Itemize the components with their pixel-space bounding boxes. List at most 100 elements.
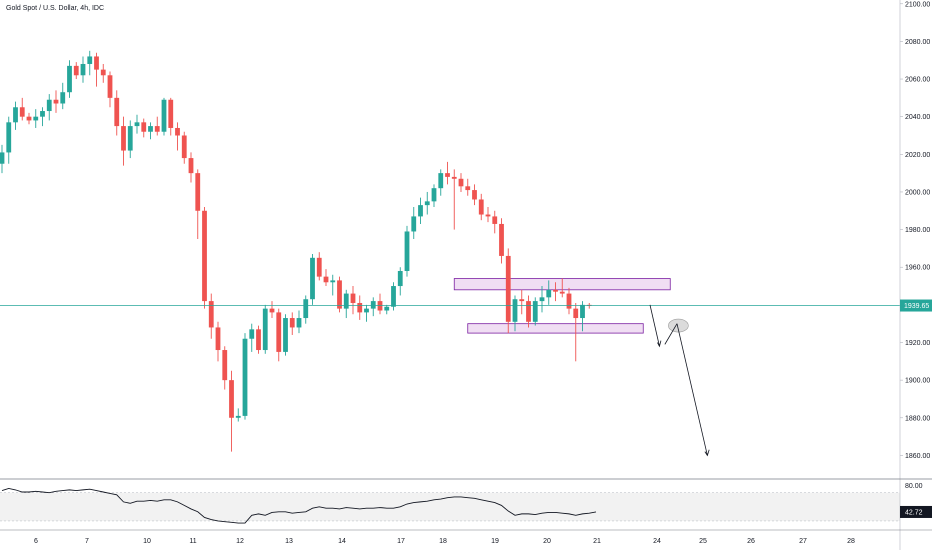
time-tick-label[interactable]: 6 [34,538,38,545]
candle-body[interactable] [505,255,511,322]
candle-body[interactable] [323,276,329,283]
candle-body[interactable] [195,173,201,211]
time-tick-label[interactable]: 27 [799,538,807,545]
candle-body[interactable] [370,301,376,309]
candle-body[interactable] [364,308,369,313]
candle-body[interactable] [26,116,32,121]
candle-body[interactable] [19,107,25,117]
candle-body[interactable] [107,75,113,98]
candle-body[interactable] [242,338,248,416]
candle-body[interactable] [519,299,525,302]
candle-body[interactable] [148,126,153,132]
time-tick-label[interactable]: 10 [143,538,151,545]
candle-body[interactable] [222,350,228,381]
time-tick-label[interactable]: 12 [236,538,244,545]
candle-body[interactable] [438,173,444,189]
candle-body[interactable] [276,312,282,352]
candle-body[interactable] [67,65,72,93]
time-tick-label[interactable]: 19 [491,538,499,545]
candle-body[interactable] [546,289,552,298]
candle-body[interactable] [424,201,430,206]
candle-body[interactable] [229,380,234,418]
time-tick-label[interactable]: 7 [85,538,89,545]
candle-body[interactable] [161,99,167,132]
candle-body[interactable] [478,199,484,215]
candle-body[interactable] [397,270,403,287]
candle-body[interactable] [350,293,356,303]
candle-body[interactable] [485,214,491,217]
candle-body[interactable] [573,308,579,319]
candle-body[interactable] [296,318,302,328]
candle-body[interactable] [553,289,558,292]
candle-body[interactable] [181,135,187,159]
candle-body[interactable] [175,127,180,136]
candle-body[interactable] [316,257,322,277]
candle-body[interactable] [73,65,79,76]
candle-body[interactable] [33,116,39,121]
candle-body[interactable] [289,318,295,328]
candle-body[interactable] [235,415,241,418]
candle-body[interactable] [13,107,18,123]
candle-body[interactable] [0,152,5,164]
time-tick-label[interactable]: 28 [847,538,855,545]
candle-body[interactable] [566,293,572,309]
candle-body[interactable] [269,308,275,313]
candle-body[interactable] [445,173,450,177]
candle-body[interactable] [539,297,545,302]
candle-body[interactable] [404,231,410,271]
time-tick-label[interactable]: 25 [699,538,707,545]
candle-body[interactable] [100,69,106,76]
time-tick-label[interactable]: 21 [593,538,601,545]
candle-body[interactable] [310,257,315,300]
rsi-pane[interactable] [0,488,900,524]
candle-body[interactable] [141,122,147,132]
candle-body[interactable] [215,327,221,351]
candle-body[interactable] [94,56,99,70]
candle-body[interactable] [60,92,66,104]
candle-body[interactable] [357,302,363,313]
candle-body[interactable] [337,280,342,309]
candle-body[interactable] [492,216,498,224]
candle-body[interactable] [80,63,86,76]
candle-body[interactable] [526,301,531,322]
candle-body[interactable] [384,306,390,311]
candle-body[interactable] [499,223,504,256]
candle-body[interactable] [512,299,518,322]
candle-body[interactable] [559,291,565,294]
candle-body[interactable] [46,99,52,112]
time-tick-label[interactable]: 20 [543,538,551,545]
candle-body[interactable] [411,216,417,232]
candle-body[interactable] [343,293,349,309]
candle-body[interactable] [580,304,585,319]
candle-body[interactable] [6,122,12,153]
candle-body[interactable] [451,176,457,179]
candle-body[interactable] [465,186,471,191]
candle-body[interactable] [53,99,59,104]
candle-body[interactable] [532,301,538,322]
candle-body[interactable] [391,286,396,307]
time-tick-label[interactable]: 11 [189,538,196,545]
candle-body[interactable] [208,301,214,328]
time-tick-label[interactable]: 14 [338,538,346,545]
candle-body[interactable] [330,280,336,283]
time-tick-label[interactable]: 26 [747,538,755,545]
candle-body[interactable] [202,210,207,302]
candle-body[interactable] [249,329,255,339]
candle-body[interactable] [262,308,268,351]
candle-body[interactable] [87,56,93,64]
candle-body[interactable] [472,190,477,200]
time-tick-label[interactable]: 13 [285,538,293,545]
candle-body[interactable] [114,97,120,127]
time-tick-label[interactable]: 24 [653,538,661,545]
candle-body[interactable] [283,318,288,352]
candle-body[interactable] [418,205,423,217]
candle-body[interactable] [431,188,437,202]
candle-body[interactable] [256,329,261,351]
candlesticks[interactable] [0,50,592,452]
time-tick-label[interactable]: 18 [439,538,447,545]
candle-body[interactable] [458,178,464,187]
candle-body[interactable] [303,299,309,319]
